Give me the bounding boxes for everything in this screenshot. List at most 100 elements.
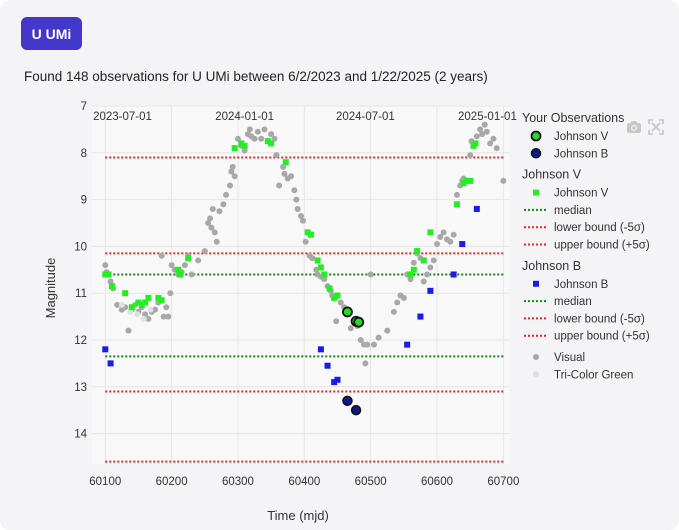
visual-point (201, 248, 208, 255)
square-v-point (135, 299, 142, 306)
square-v-point (334, 292, 341, 299)
visual-point (293, 196, 300, 203)
visual-point (473, 133, 480, 140)
visual-point (410, 259, 417, 266)
visual-point (102, 262, 109, 269)
visual-point (280, 163, 287, 170)
square-v-point (128, 304, 135, 311)
series-square-v (102, 138, 479, 325)
square-v-point (420, 257, 427, 264)
visual-point (440, 229, 447, 236)
legend-item-label: Johnson B (554, 279, 609, 291)
visual-point (453, 191, 460, 198)
autoscale-icon[interactable] (648, 119, 664, 135)
visual-point (205, 219, 212, 226)
visual-point (228, 168, 235, 175)
x-tick-labels: 60100 60200 60300 60400 60500 60600 60700 (89, 476, 519, 488)
visual-point (420, 278, 427, 285)
square-v-point (407, 271, 414, 278)
x-tick-label: 60200 (156, 476, 188, 488)
visual-point (261, 126, 268, 133)
visual-point (163, 304, 170, 311)
square-v-point (175, 266, 182, 273)
camera-icon[interactable] (627, 121, 641, 133)
square-v-point (472, 140, 479, 147)
square-v-point (185, 255, 192, 262)
visual-point (298, 212, 304, 219)
visual-point (479, 131, 486, 138)
visual-point (500, 177, 507, 184)
visual-point (211, 229, 218, 236)
date-tick-labels: 2023-07-01 2024-01-01 2024-07-01 2025-01-01 (93, 111, 517, 123)
visual-point (276, 182, 283, 189)
x-tick-label: 60400 (288, 476, 320, 488)
user-b-point (342, 395, 353, 407)
visual-point (424, 271, 431, 278)
visual-point (114, 301, 121, 308)
square-v-point (158, 297, 165, 304)
visual-point (321, 276, 328, 283)
visual-point (493, 145, 500, 152)
square-b-point (107, 360, 114, 367)
visual-point (302, 238, 309, 245)
legend-group-title: Johnson V (522, 168, 582, 182)
visual-point (220, 201, 227, 208)
square-b-point (459, 241, 466, 248)
visual-point (208, 224, 215, 231)
visual-point (195, 257, 202, 264)
legend-tricolor-swatch (533, 371, 539, 378)
visual-point (313, 266, 320, 273)
visual-point (394, 299, 401, 306)
visual-point (231, 173, 238, 180)
visual-point (223, 191, 230, 198)
visual-point (291, 187, 298, 194)
legend-item-label: median (554, 296, 592, 308)
visual-point (375, 334, 382, 341)
visual-point (450, 231, 457, 238)
x-tick-label: 60100 (89, 476, 121, 488)
x-tick-label: 60600 (421, 476, 453, 488)
series-user-b (342, 395, 362, 416)
legend-item-label: median (554, 205, 592, 217)
visual-point (447, 238, 454, 245)
series-visual (102, 121, 507, 367)
tricolor-point (140, 315, 147, 322)
visual-point (437, 234, 444, 241)
square-b-point (404, 341, 411, 348)
square-v-point (282, 159, 289, 166)
square-b-point (417, 313, 424, 320)
legend-item-label: upper bound (+5σ) (554, 240, 650, 252)
chart-legend: Your Observations Johnson V Johnson B Johns… (522, 111, 650, 381)
square-v-point (264, 138, 271, 145)
visual-point (209, 205, 216, 212)
star-name-button[interactable]: U UMi (21, 17, 82, 50)
legend-square-v-swatch (533, 189, 539, 196)
square-b-point (334, 376, 341, 383)
y-tick-label: 10 (74, 241, 87, 253)
square-v-point (138, 301, 145, 308)
y-tick-label: 9 (81, 195, 87, 207)
legend-group-title: Johnson B (522, 259, 581, 273)
user-v-point (342, 306, 353, 318)
visual-point (357, 336, 364, 343)
square-v-point (304, 229, 311, 236)
visual-point (258, 135, 265, 142)
square-v-point (268, 140, 275, 147)
visual-point (467, 152, 474, 159)
legend-item-label: Johnson V (554, 131, 609, 143)
x-tick-label: 60300 (222, 476, 254, 488)
square-b-point (317, 346, 324, 353)
square-v-point (321, 271, 328, 278)
visual-point (152, 306, 159, 313)
square-v-point (427, 229, 434, 236)
visual-point (142, 311, 149, 318)
legend-user-v-swatch (530, 130, 542, 142)
legend-item-label: upper bound (+5σ) (554, 331, 650, 343)
visual-point (299, 217, 306, 224)
visual-point (234, 135, 241, 142)
y-tick-label: 13 (74, 382, 87, 394)
visual-point (241, 147, 248, 154)
y-tick-labels: 7 8 9 10 11 12 13 14 (74, 101, 87, 441)
square-v-point (231, 145, 238, 152)
square-v-point (155, 294, 162, 301)
